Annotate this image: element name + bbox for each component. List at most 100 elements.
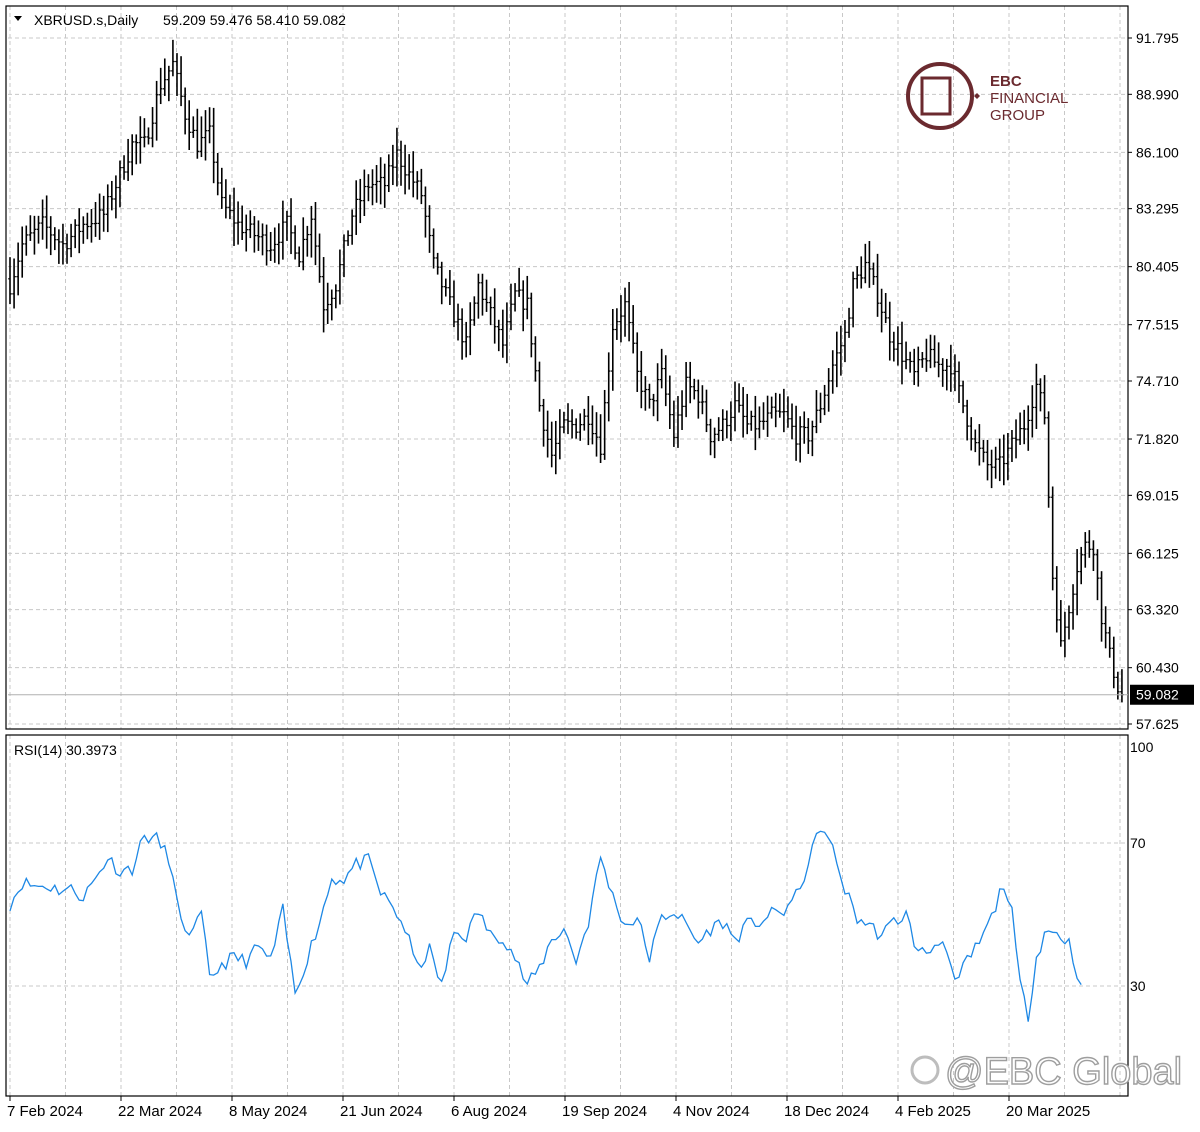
ohlc-bar (541, 398, 546, 447)
rsi-indicator-label: RSI(14) 30.3973 (14, 742, 117, 758)
ohlc-bar (334, 284, 338, 309)
ohlc-bar (953, 354, 957, 392)
ohlc-bar (696, 379, 701, 419)
y-tick-label: 66.125 (1136, 545, 1179, 561)
ohlc-bar (989, 449, 994, 489)
ohlc-bar (448, 270, 452, 306)
ohlc-bar (570, 409, 574, 439)
ohlc-bar (85, 212, 90, 240)
ohlc-bar (517, 267, 521, 297)
ohlc-bar (476, 273, 481, 319)
ohlc-bar (509, 283, 513, 331)
ohlc-bar (757, 406, 762, 439)
ohlc-bar (370, 169, 375, 206)
ohlc-bar (260, 223, 265, 256)
ohlc-bar (1046, 411, 1051, 508)
ohlc-bar (892, 331, 896, 362)
ohlc-bar (826, 368, 831, 412)
ohlc-bar (529, 292, 534, 358)
ohlc-bar (77, 208, 82, 254)
ohlc-bar (859, 256, 864, 289)
ohlc-bar (814, 390, 819, 434)
ohlc-bar (488, 296, 493, 326)
ohlc-bar (912, 348, 917, 386)
ohlc-bar (940, 358, 945, 387)
ohlc-bar (590, 405, 595, 445)
ohlc-bar (48, 216, 53, 256)
ohlc-bar (105, 184, 110, 233)
ohlc-bar (325, 282, 330, 324)
ohlc-bar (150, 107, 155, 148)
ohlc-bar (191, 116, 196, 138)
ohlc-bar (1026, 405, 1031, 451)
ohlc-bar (839, 325, 843, 376)
ohlc-bar (362, 169, 367, 217)
rsi-panel-frame (5, 734, 1129, 1097)
ohlc-bar (1063, 611, 1067, 658)
ohlc-bar (733, 381, 737, 432)
x-tick-label: 18 Dec 2024 (784, 1103, 869, 1120)
x-tick-label: 4 Feb 2025 (895, 1103, 971, 1120)
ohlc-bar (69, 223, 73, 258)
ohlc-bar (883, 292, 888, 324)
watermark: @EBC Global (910, 1050, 1183, 1094)
ohlc-bar (32, 215, 37, 255)
ohlc-bar (598, 414, 603, 464)
ohlc-bar (272, 227, 277, 263)
dropdown-triangle-icon[interactable] (14, 16, 22, 21)
ohlc-bar (578, 413, 583, 441)
ohlc-bar (317, 233, 322, 283)
ohlc-bar (293, 225, 297, 260)
ohlc-bar (501, 309, 505, 358)
ohlc-bar (977, 424, 982, 466)
ohlc-bar (574, 418, 578, 439)
ohlc-bar (688, 361, 692, 404)
ohlc-bar (452, 280, 456, 328)
ohlc-bar (663, 355, 668, 407)
ohlc-bar (126, 138, 130, 182)
frame-layer (5, 5, 1129, 1097)
ohlc-bar (961, 380, 965, 414)
ohlc-bar (932, 335, 937, 368)
ohlc-bar (1018, 412, 1022, 445)
ohlc-bar (769, 396, 774, 419)
ohlc-bar (806, 418, 811, 454)
rsi-tick-label: 100 (1130, 739, 1154, 755)
ohlc-bar (700, 385, 705, 415)
ohlc-bar (16, 242, 20, 296)
ohlc-bar (195, 108, 200, 159)
ohlc-bar (944, 358, 949, 391)
ohlc-bar (1099, 571, 1104, 642)
ohlc-bar (521, 280, 525, 332)
ohlc-bar (338, 249, 342, 305)
ohlc-bar (110, 180, 114, 211)
ohlc-bar (761, 402, 766, 430)
ohlc-bar (28, 215, 33, 241)
ohlc-bar (179, 56, 183, 107)
ohlc-bar (631, 305, 635, 354)
ohlc-bar (158, 67, 163, 105)
ohlc-bar (89, 208, 94, 243)
y-tick-label: 60.430 (1136, 660, 1179, 676)
ohlc-bar (167, 65, 171, 102)
ohlc-bar (236, 201, 240, 245)
ohlc-bar (741, 387, 745, 438)
ohlc-bar (1022, 409, 1026, 445)
ohlc-bar (716, 417, 721, 442)
ohlc-bar (248, 210, 253, 239)
ohlc-bar (798, 416, 802, 463)
ohlc-bar (468, 302, 473, 356)
logo-star-icon (974, 93, 980, 99)
ohlc-bar (354, 180, 359, 235)
ohlc-bar (329, 289, 334, 321)
y-tick-label: 80.405 (1136, 259, 1179, 275)
rsi-line-layer (9, 830, 1082, 1022)
ohlc-bar (802, 411, 807, 444)
ohlc-bar (199, 116, 204, 158)
y-tick-label: 69.015 (1136, 487, 1179, 503)
y-tick-label: 71.820 (1136, 431, 1179, 447)
ohlc-bar (305, 225, 310, 257)
ebc-logo: EBC FINANCIAL GROUP (906, 62, 1068, 130)
ohlc-bar (810, 420, 815, 457)
